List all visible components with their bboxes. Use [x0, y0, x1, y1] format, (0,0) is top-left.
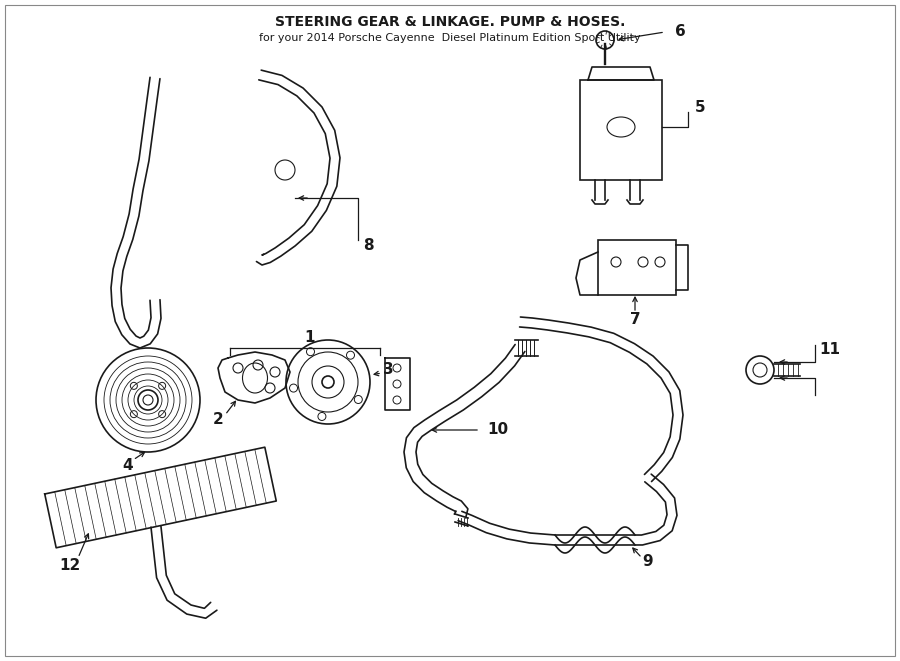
Text: 6: 6: [675, 24, 686, 40]
Text: STEERING GEAR & LINKAGE. PUMP & HOSES.: STEERING GEAR & LINKAGE. PUMP & HOSES.: [274, 15, 626, 29]
Text: 10: 10: [488, 422, 508, 438]
Text: 2: 2: [212, 412, 223, 428]
Bar: [580, 80, 662, 180]
Text: 8: 8: [363, 237, 374, 253]
Text: 5: 5: [695, 100, 706, 114]
Text: for your 2014 Porsche Cayenne  Diesel Platinum Edition Sport Utility: for your 2014 Porsche Cayenne Diesel Pla…: [259, 33, 641, 43]
Text: 1: 1: [305, 330, 315, 346]
Text: 3: 3: [382, 362, 393, 377]
Text: 9: 9: [643, 555, 653, 570]
Text: 11: 11: [820, 342, 841, 358]
Text: 12: 12: [59, 557, 81, 572]
Bar: [598, 240, 676, 295]
Text: 7: 7: [630, 313, 640, 327]
Text: 4: 4: [122, 457, 133, 473]
